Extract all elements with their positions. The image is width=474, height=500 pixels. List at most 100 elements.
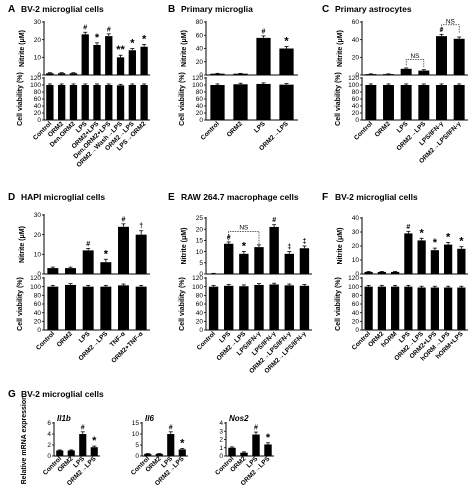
- panel-d-viability-bar: [100, 286, 112, 330]
- panel-g-il1b-mrna-bar: [67, 450, 75, 456]
- panel-b-viability-tick-label: 20: [196, 110, 204, 117]
- panel-f-viability-tick-label: 100: [348, 284, 359, 291]
- panel-a-viability-bar: [69, 85, 78, 120]
- panel-c-viability-bar: [436, 85, 447, 120]
- panel-a-viability-bar: [46, 85, 54, 120]
- panel-c-letter: C: [322, 4, 329, 15]
- panel-e-viability-tick-label: 20: [196, 319, 204, 326]
- panel-d-nitrite-bar: [100, 262, 112, 274]
- panel-c-nitrite-tick-label: 60: [352, 19, 360, 26]
- panel-c-viability-bar: [453, 85, 465, 120]
- panel-c-viability-tick-label: 20: [352, 110, 360, 117]
- panel-e-nitrite-tick-label: 10: [196, 249, 204, 256]
- panel-g-nos2-mrna-tick-label: 3: [219, 428, 223, 435]
- panel-d-viability-tick-label: 40: [34, 310, 42, 317]
- panel-c-viability-tick-label: 60: [352, 96, 360, 103]
- panel-c-category-label: ORM2: [374, 120, 393, 139]
- panel-b-viability-tick-label: 40: [196, 103, 204, 110]
- panel-c-viability-tick-label: 120: [348, 75, 359, 82]
- panel-b-nitrite-tick-label: 60: [196, 32, 204, 39]
- panel-g-il1b-mrna-bar: [79, 434, 87, 456]
- panel-d-nitrite-bar: [118, 226, 129, 274]
- panel-d-title: HAPI microglial cells: [21, 192, 105, 202]
- panel-d-viability-bar: [82, 286, 94, 330]
- panel-a-nitrite-tick-label: 20: [34, 37, 42, 44]
- panel-a-nitrite-bar: [69, 73, 78, 75]
- panel-d-viability-tick-label: 60: [34, 301, 42, 308]
- panel-e-viability-bar: [299, 285, 310, 330]
- panel-g-nos2-mrna-tick-label: 2: [219, 437, 223, 444]
- panel-b-viability-ylabel: Cell viability (%): [179, 72, 186, 126]
- panel-d-viability-tick-label: 120: [30, 275, 41, 282]
- panel-d-viability-bar: [118, 285, 129, 330]
- panel-c-viability-tick-label: 80: [352, 89, 360, 96]
- panel-e-viability-tick-label: 120: [192, 275, 203, 282]
- panel-b-nitrite-tick-label: 80: [196, 19, 204, 26]
- panel-e-viability-bar: [208, 286, 219, 330]
- panel-g-il6-mrna-tick-label: 5: [135, 442, 139, 449]
- panel-a-nitrite-bar: [46, 73, 54, 75]
- panel-f-nitrite-bar: [457, 248, 466, 274]
- panel-g-nos2-mrna-bar: [228, 447, 236, 456]
- panel-b-viability-tick-label: 100: [192, 82, 203, 89]
- panel-e-viability-bar: [239, 286, 249, 330]
- panel-b-nitrite-tick-label: 20: [196, 59, 204, 66]
- panel-f-letter: F: [322, 192, 328, 203]
- panel-b-nitrite-bar: [210, 73, 225, 75]
- panel-a-viability-bar: [105, 85, 113, 120]
- panel-f-viability-bar: [404, 286, 413, 330]
- panel-c-nitrite-ylabel: Nitrite (μM): [337, 30, 344, 67]
- panel-a-nitrite-ylabel: Nitrite (μM): [19, 30, 26, 67]
- panel-d-category-label: ORM2: [56, 330, 75, 349]
- panel-f-nitrite-tick-label: 0: [355, 271, 359, 278]
- panel-c-nitrite-bar: [436, 36, 447, 75]
- panel-g-nos2-significance-mark: *: [266, 432, 271, 444]
- panel-e-nitrite-ylabel: Nitrite (μM): [181, 228, 188, 265]
- panel-g-nos2-mrna-bar: [240, 452, 248, 456]
- panel-a-title: BV-2 microglial cells: [21, 4, 104, 14]
- panel-g-il6-mrna-bar: [178, 449, 186, 456]
- panel-f-nitrite-bar: [404, 233, 413, 274]
- panel-c-nitrite-bar: [418, 70, 430, 75]
- panel-d-nitrite-bar: [47, 268, 59, 274]
- panel-d-nitrite-bar: [135, 234, 147, 274]
- panel-g-il1b-significance-mark: #: [81, 424, 85, 431]
- panel-e-viability-bar: [269, 284, 279, 330]
- panel-e-nitrite-tick-label: 5: [199, 260, 203, 267]
- panel-c-nitrite-bar: [365, 74, 377, 75]
- panel-e-nitrite-tick-label: 15: [196, 238, 204, 245]
- panel-e-nitrite-bar: [224, 243, 234, 274]
- panel-e-viability-ylabel: Cell viability (%): [179, 277, 186, 331]
- panel-b-category-label: LPS: [253, 120, 267, 134]
- panel-b-viability-bar: [256, 83, 271, 120]
- panel-f-title: BV-2 microglial cells: [335, 192, 418, 202]
- panel-f-nitrite-ylabel: Nitrite (μM): [337, 228, 344, 265]
- panel-e-nitrite-bar: [299, 248, 310, 274]
- panel-e-nitrite-tick-label: 25: [196, 215, 204, 222]
- panel-a-nitrite-tick-label: 10: [34, 55, 42, 62]
- panel-f-viability-bar: [444, 287, 453, 330]
- panel-c-viability-tick-label: 0: [355, 117, 359, 124]
- panel-g-il6-mrna-tick-label: 10: [132, 431, 140, 438]
- panel-a-significance-mark: *: [130, 38, 135, 50]
- panel-d-nitrite-bar: [82, 250, 94, 274]
- panel-f-significance-mark: *: [419, 227, 424, 239]
- panel-c-viability-bar: [400, 85, 412, 120]
- panel-f-significance-mark: #: [406, 224, 410, 231]
- panel-f-viability-tick-label: 80: [352, 293, 360, 300]
- panel-b-viability-tick-label: 80: [196, 89, 204, 96]
- panel-b-nitrite-tick-label: 40: [196, 46, 204, 53]
- panel-f-significance-mark: *: [433, 237, 438, 249]
- panel-g-il1b-mrna-bar: [56, 450, 64, 456]
- panel-a-nitrite-bar: [93, 44, 101, 75]
- panel-f-viability-bar: [417, 287, 426, 330]
- panel-a-nitrite-bar: [58, 73, 66, 75]
- panel-e-viability-bar: [254, 284, 264, 330]
- panel-g-il1b-mrna-bar: [90, 447, 98, 456]
- panel-f-nitrite-bar: [391, 271, 400, 274]
- panel-f-significance-mark: *: [459, 236, 464, 248]
- panel-e-nitrite-bar: [239, 253, 249, 274]
- panel-g-il6-mrna-tick-label: 0: [135, 453, 139, 460]
- panel-c-viability-ylabel: Cell viability (%): [335, 72, 342, 126]
